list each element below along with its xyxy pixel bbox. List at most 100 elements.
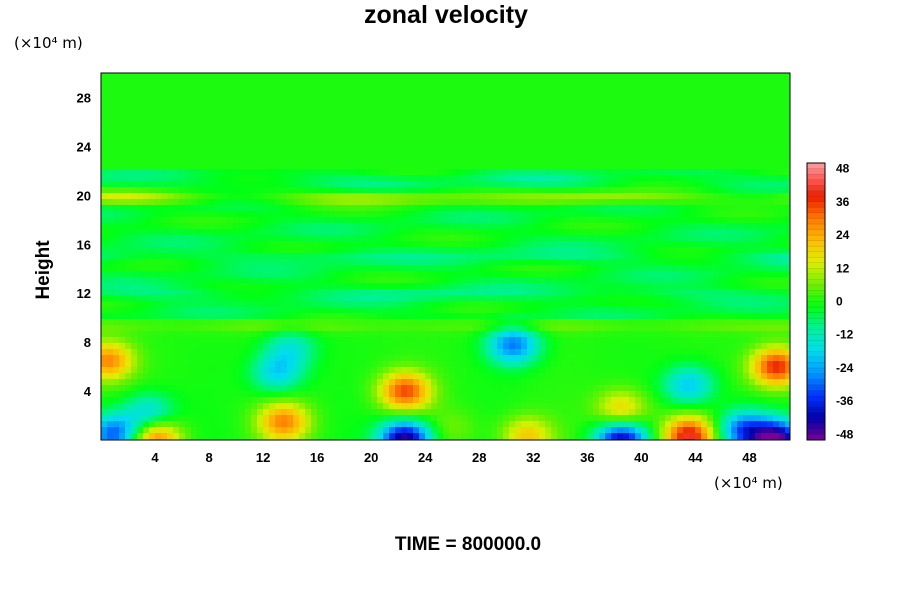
field-cell bbox=[149, 415, 156, 422]
field-cell bbox=[113, 421, 120, 428]
field-cell bbox=[347, 427, 354, 434]
field-cell bbox=[419, 421, 426, 428]
field-cell bbox=[305, 241, 312, 248]
field-cell bbox=[527, 385, 534, 392]
field-cell bbox=[263, 175, 270, 182]
field-cell bbox=[509, 181, 516, 188]
field-cell bbox=[155, 265, 162, 272]
field-cell bbox=[527, 313, 534, 320]
field-cell bbox=[485, 181, 492, 188]
field-cell bbox=[203, 127, 210, 134]
field-cell bbox=[263, 163, 270, 170]
field-cell bbox=[371, 271, 378, 278]
field-cell bbox=[275, 145, 282, 152]
field-cell bbox=[449, 211, 456, 218]
field-cell bbox=[155, 241, 162, 248]
field-cell bbox=[137, 169, 144, 176]
field-cell bbox=[107, 187, 114, 194]
field-cell bbox=[221, 223, 228, 230]
field-cell bbox=[323, 265, 330, 272]
field-cell bbox=[311, 247, 318, 254]
field-cell bbox=[401, 109, 408, 116]
field-cell bbox=[479, 241, 486, 248]
field-cell bbox=[239, 169, 246, 176]
field-cell bbox=[125, 421, 132, 428]
field-cell bbox=[479, 223, 486, 230]
field-cell bbox=[221, 277, 228, 284]
field-cell bbox=[167, 421, 174, 428]
field-cell bbox=[113, 343, 120, 350]
field-cell bbox=[311, 361, 318, 368]
field-cell bbox=[557, 85, 564, 92]
field-cell bbox=[581, 97, 588, 104]
field-cell bbox=[545, 139, 552, 146]
field-cell bbox=[431, 115, 438, 122]
field-cell bbox=[191, 109, 198, 116]
field-cell bbox=[197, 85, 204, 92]
field-cell bbox=[569, 103, 576, 110]
field-cell bbox=[107, 145, 114, 152]
field-cell bbox=[317, 367, 324, 374]
field-cell bbox=[557, 259, 564, 266]
field-cell bbox=[485, 259, 492, 266]
field-cell bbox=[383, 241, 390, 248]
field-cell bbox=[107, 199, 114, 206]
field-cell bbox=[431, 241, 438, 248]
field-cell bbox=[509, 157, 516, 164]
field-cell bbox=[551, 379, 558, 386]
field-cell bbox=[449, 253, 456, 260]
field-cell bbox=[521, 85, 528, 92]
field-cell bbox=[161, 433, 168, 440]
field-cell bbox=[263, 259, 270, 266]
field-cell bbox=[203, 145, 210, 152]
field-cell bbox=[563, 199, 570, 206]
field-cell bbox=[203, 235, 210, 242]
field-cell bbox=[383, 175, 390, 182]
field-cell bbox=[479, 193, 486, 200]
field-cell bbox=[509, 265, 516, 272]
field-cell bbox=[185, 415, 192, 422]
field-cell bbox=[383, 169, 390, 176]
field-cell bbox=[341, 301, 348, 308]
field-cell bbox=[515, 187, 522, 194]
field-cell bbox=[533, 427, 540, 434]
field-cell bbox=[209, 235, 216, 242]
field-cell bbox=[467, 247, 474, 254]
field-cell bbox=[515, 319, 522, 326]
field-cell bbox=[293, 199, 300, 206]
field-cell bbox=[575, 301, 582, 308]
field-cell bbox=[359, 211, 366, 218]
field-cell bbox=[263, 415, 270, 422]
field-cell bbox=[497, 175, 504, 182]
field-cell bbox=[257, 229, 264, 236]
field-cell bbox=[557, 361, 564, 368]
field-cell bbox=[119, 163, 126, 170]
field-cell bbox=[311, 343, 318, 350]
field-cell bbox=[563, 91, 570, 98]
field-cell bbox=[125, 403, 132, 410]
field-cell bbox=[503, 229, 510, 236]
field-cell bbox=[173, 109, 180, 116]
field-cell bbox=[119, 397, 126, 404]
field-cell bbox=[143, 409, 150, 416]
field-cell bbox=[551, 79, 558, 86]
field-cell bbox=[161, 271, 168, 278]
field-cell bbox=[497, 319, 504, 326]
field-cell bbox=[335, 331, 342, 338]
field-cell bbox=[551, 289, 558, 296]
field-cell bbox=[215, 277, 222, 284]
field-cell bbox=[419, 223, 426, 230]
field-cell bbox=[191, 115, 198, 122]
field-cell bbox=[143, 361, 150, 368]
field-cell bbox=[335, 391, 342, 398]
field-cell bbox=[413, 307, 420, 314]
field-cell bbox=[167, 181, 174, 188]
field-cell bbox=[107, 349, 114, 356]
field-cell bbox=[233, 355, 240, 362]
field-cell bbox=[419, 337, 426, 344]
field-cell bbox=[281, 331, 288, 338]
field-cell bbox=[161, 145, 168, 152]
field-cell bbox=[401, 271, 408, 278]
field-cell bbox=[377, 295, 384, 302]
field-cell bbox=[473, 151, 480, 158]
